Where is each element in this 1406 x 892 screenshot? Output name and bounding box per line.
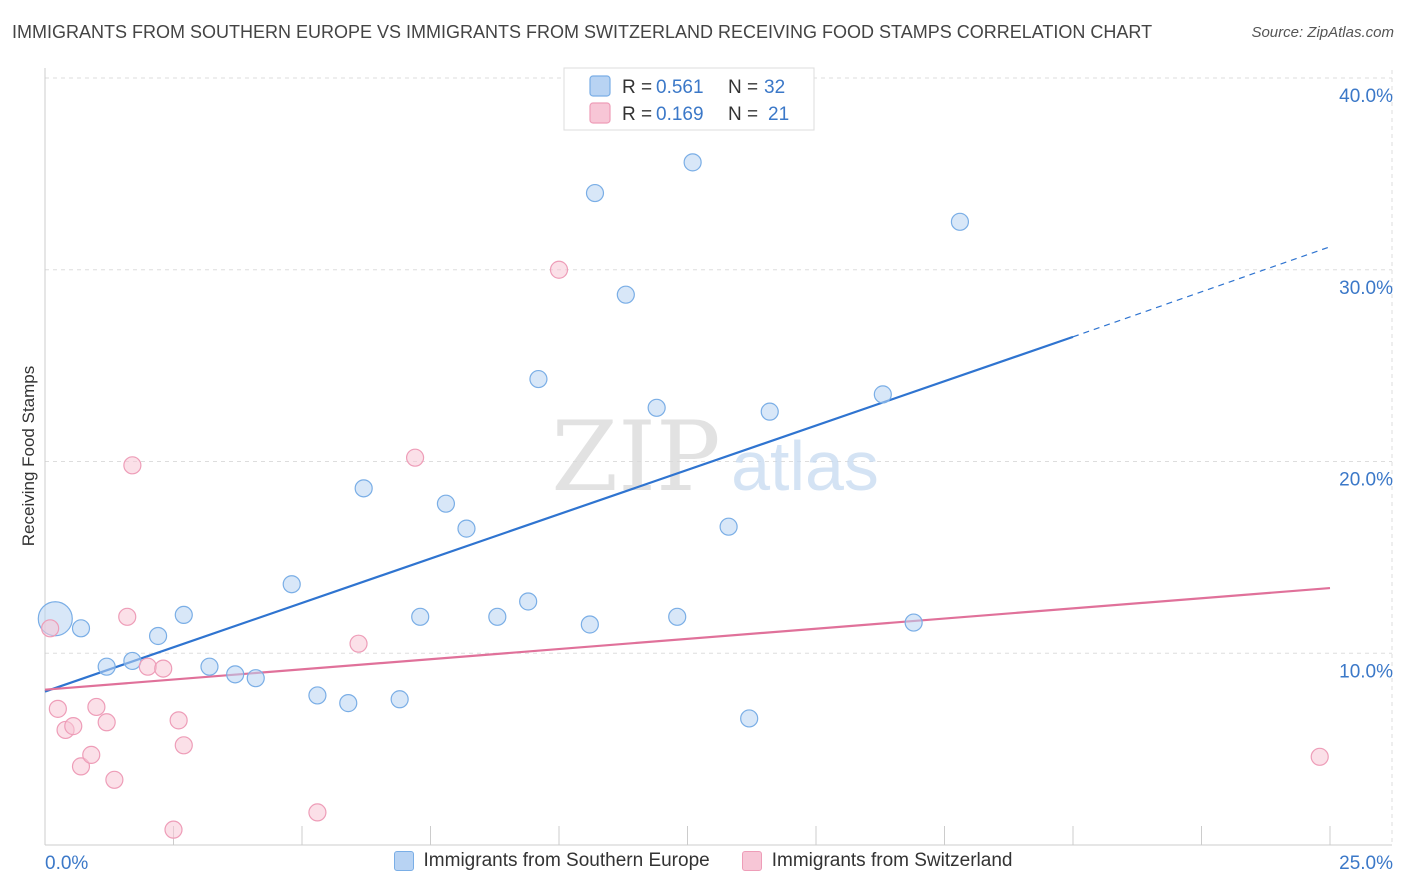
point-pink-17 <box>349 634 368 653</box>
point-pink-15 <box>174 736 193 755</box>
point-blue-1 <box>71 619 91 638</box>
point-pink-19 <box>549 260 569 279</box>
point-blue-13 <box>390 690 409 709</box>
series-legend-item-pink: Immigrants from Switzerland <box>741 850 1013 872</box>
legend: R = 0.561 N = 32 R = 0.169 N = 21 <box>563 67 815 131</box>
y-axis-label: Receiving Food Stamps <box>19 366 38 546</box>
point-pink-4 <box>71 757 91 776</box>
chart-title: IMMIGRANTS FROM SOUTHERN EUROPE VS IMMIG… <box>12 22 1153 42</box>
point-blue-2 <box>97 657 116 676</box>
y-tick-label-1: 20.0% <box>1339 470 1393 491</box>
point-pink-10 <box>123 456 142 475</box>
watermark-atlas: atlas <box>731 427 879 505</box>
trend-lines <box>44 246 1331 693</box>
point-blue-25 <box>683 153 702 172</box>
series-legend-item-blue: Immigrants from Southern Europe <box>393 850 710 872</box>
point-blue-27 <box>740 709 759 728</box>
point-blue-29 <box>873 385 892 404</box>
legend-swatch-pink <box>589 102 611 124</box>
point-blue-24 <box>668 607 687 626</box>
data-points <box>37 153 1329 839</box>
legend-n-label-pink: N = <box>728 104 763 125</box>
legend-n-value-pink: 21 <box>768 104 789 125</box>
legend-r-label-pink: R = <box>622 104 657 125</box>
point-pink-0 <box>41 619 60 638</box>
point-pink-12 <box>154 659 173 678</box>
point-pink-14 <box>169 711 188 730</box>
point-pink-16 <box>308 803 327 822</box>
point-blue-6 <box>200 657 219 676</box>
point-blue-22 <box>616 285 635 304</box>
legend-r-value-blue: 0.561 <box>656 77 704 98</box>
point-pink-7 <box>97 713 116 732</box>
point-blue-21 <box>585 183 605 203</box>
point-blue-12 <box>354 479 373 498</box>
point-pink-6 <box>87 697 106 717</box>
point-blue-31 <box>950 212 970 231</box>
point-blue-14 <box>411 607 430 626</box>
point-blue-23 <box>647 398 666 417</box>
point-blue-7 <box>226 665 245 684</box>
y-tick-label-3: 40.0% <box>1339 86 1393 107</box>
y-tick-label-0: 10.0% <box>1339 661 1393 682</box>
point-pink-18 <box>405 448 425 467</box>
point-blue-16 <box>457 519 476 538</box>
point-pink-5 <box>82 745 101 764</box>
point-blue-18 <box>519 592 538 611</box>
point-blue-28 <box>760 402 779 421</box>
point-blue-15 <box>436 494 456 513</box>
series-legend: Immigrants from Southern Europe Immigran… <box>0 850 1406 872</box>
point-blue-8 <box>246 669 265 688</box>
point-blue-30 <box>904 613 923 632</box>
tick-labels: 10.0% 20.0% 30.0% 40.0% 0.0% 25.0% <box>45 86 1393 874</box>
series-swatch-pink <box>741 851 762 871</box>
series-swatch-blue <box>393 851 414 871</box>
point-blue-4 <box>148 626 168 646</box>
series-name-blue: Immigrants from Southern Europe <box>423 850 710 871</box>
point-pink-20 <box>1310 747 1329 766</box>
gridlines <box>45 70 1393 845</box>
point-pink-11 <box>138 657 157 676</box>
trend-extension-blue <box>1072 246 1331 338</box>
point-blue-20 <box>580 615 599 634</box>
legend-n-value-blue: 32 <box>764 77 785 98</box>
point-blue-5 <box>174 605 193 625</box>
legend-r-value-pink: 0.169 <box>656 104 704 125</box>
point-blue-19 <box>529 369 548 389</box>
point-pink-1 <box>48 699 67 718</box>
point-pink-3 <box>64 717 83 736</box>
svg-text:R = 0.561 N =: R = 0.561 N = 32 <box>622 77 785 98</box>
point-blue-10 <box>308 686 327 705</box>
trend-line-blue <box>44 335 1074 693</box>
series-name-pink: Immigrants from Switzerland <box>771 850 1013 871</box>
point-blue-9 <box>282 575 301 594</box>
x-tick-label-1: 25.0% <box>1339 853 1393 874</box>
point-blue-17 <box>488 607 507 626</box>
point-pink-13 <box>164 820 183 839</box>
point-blue-26 <box>719 517 738 536</box>
watermark-zip: ZIP <box>551 401 720 513</box>
legend-swatch-blue <box>589 75 611 97</box>
point-pink-9 <box>118 607 137 626</box>
x-tick-label-0: 0.0% <box>45 853 88 874</box>
y-tick-label-2: 30.0% <box>1339 278 1393 299</box>
legend-r-label-blue: R = <box>622 77 657 98</box>
point-blue-3 <box>123 651 142 671</box>
source-label: Source: ZipAtlas.com <box>1251 24 1394 41</box>
point-pink-8 <box>105 770 124 789</box>
watermark: ZIP atlas <box>551 401 879 513</box>
point-blue-11 <box>339 694 358 713</box>
legend-n-label-blue: N = <box>728 77 763 98</box>
svg-text:R = 0.169 N =: R = 0.169 N = 21 <box>622 104 789 125</box>
